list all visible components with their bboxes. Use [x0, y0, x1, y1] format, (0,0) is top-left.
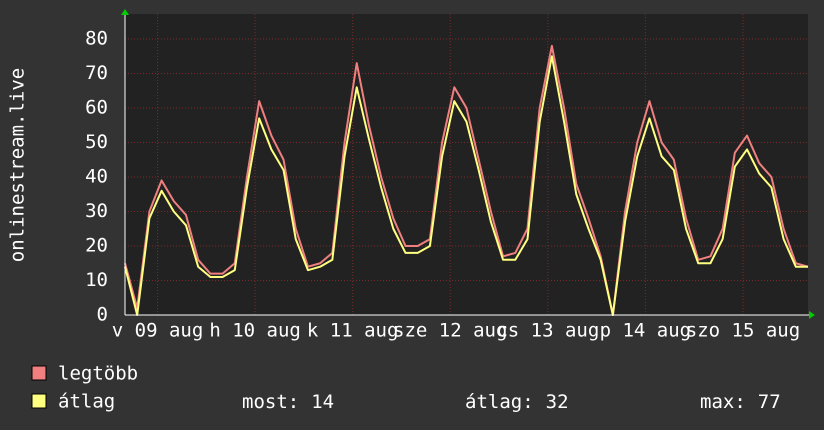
stat-part: most: — [242, 391, 299, 413]
x-tick-label: k 11 aug — [307, 320, 399, 342]
y-arrow — [121, 9, 129, 15]
x-tick-label: p 14 aug — [600, 320, 692, 342]
y-tick-label: 50 — [85, 131, 108, 153]
y-axis-label: onlinestream.live — [7, 68, 29, 262]
series-line — [124, 44, 809, 316]
x-tick-label: sze 12 aug — [393, 320, 507, 342]
stat: most: 14 — [242, 391, 334, 413]
y-tick-label: 70 — [85, 62, 108, 84]
plot-area — [125, 14, 808, 315]
series-line — [124, 55, 808, 316]
y-tick-label: 40 — [85, 166, 108, 188]
x-tick-label: cs 13 aug — [496, 320, 599, 342]
stat: max: 77 — [700, 391, 781, 413]
legend-swatch — [31, 393, 47, 409]
legend-swatch — [31, 365, 47, 381]
y-tick-label: 10 — [85, 269, 108, 291]
stat: átlag: 32 — [465, 391, 569, 413]
y-tick-label: 80 — [85, 28, 108, 50]
y-tick-label: 60 — [85, 97, 108, 119]
y-tick-label: 20 — [85, 235, 108, 257]
stat-part: 14 — [311, 391, 334, 413]
legend-label: legtöbb — [58, 363, 138, 385]
x-tick-label: v 09 aug — [112, 320, 204, 342]
stat-part: max: — [700, 391, 746, 413]
x-tick-label: h 10 aug — [209, 320, 301, 342]
x-tick-label: szo 15 aug — [686, 320, 800, 342]
x-arrow — [809, 311, 815, 319]
stat-part: átlag: — [465, 391, 534, 413]
stat-part: 32 — [546, 391, 569, 413]
y-tick-label: 0 — [97, 304, 108, 326]
legend-label: átlag — [58, 391, 115, 413]
stat-part: 77 — [758, 391, 781, 413]
y-tick-label: 30 — [85, 200, 108, 222]
